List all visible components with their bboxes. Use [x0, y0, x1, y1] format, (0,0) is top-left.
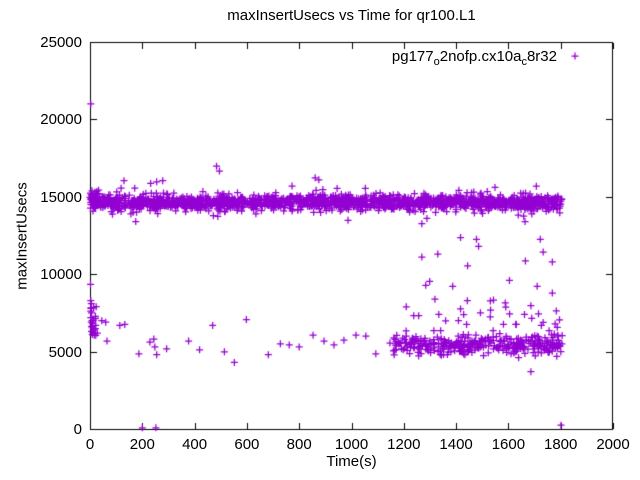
x-tick-label: 0	[85, 436, 95, 453]
legend: pg177o2nofp.cx10ac8r32	[392, 48, 557, 68]
y-tick-label: 5000	[48, 343, 82, 361]
x-tick-label: 1800	[544, 436, 578, 453]
x-tick-label: 400	[182, 436, 208, 453]
y-tick-label: 25000	[40, 34, 82, 51]
x-tick-label: 1000	[334, 436, 369, 453]
y-tick-label: 20000	[40, 111, 82, 129]
y-tick-label: 10000	[40, 266, 82, 284]
x-tick-label: 1600	[491, 436, 526, 453]
chart-title: maxInsertUsecs vs Time for qr100.L1	[227, 7, 476, 24]
y-tick-label: 15000	[40, 188, 82, 206]
x-tick-label: 200	[129, 436, 155, 453]
x-tick-label: 1400	[439, 436, 473, 453]
y-tick-label: 0	[73, 421, 82, 438]
x-axis-label: Time(s)	[326, 453, 377, 470]
x-tick-label: 600	[234, 436, 260, 453]
x-tick-label: 1200	[387, 436, 421, 453]
legend-series-label: pg177o2nofp.cx10ac8r32	[391, 48, 557, 68]
x-tick-label: 2000	[596, 436, 630, 453]
x-tick-label: 800	[286, 436, 312, 453]
